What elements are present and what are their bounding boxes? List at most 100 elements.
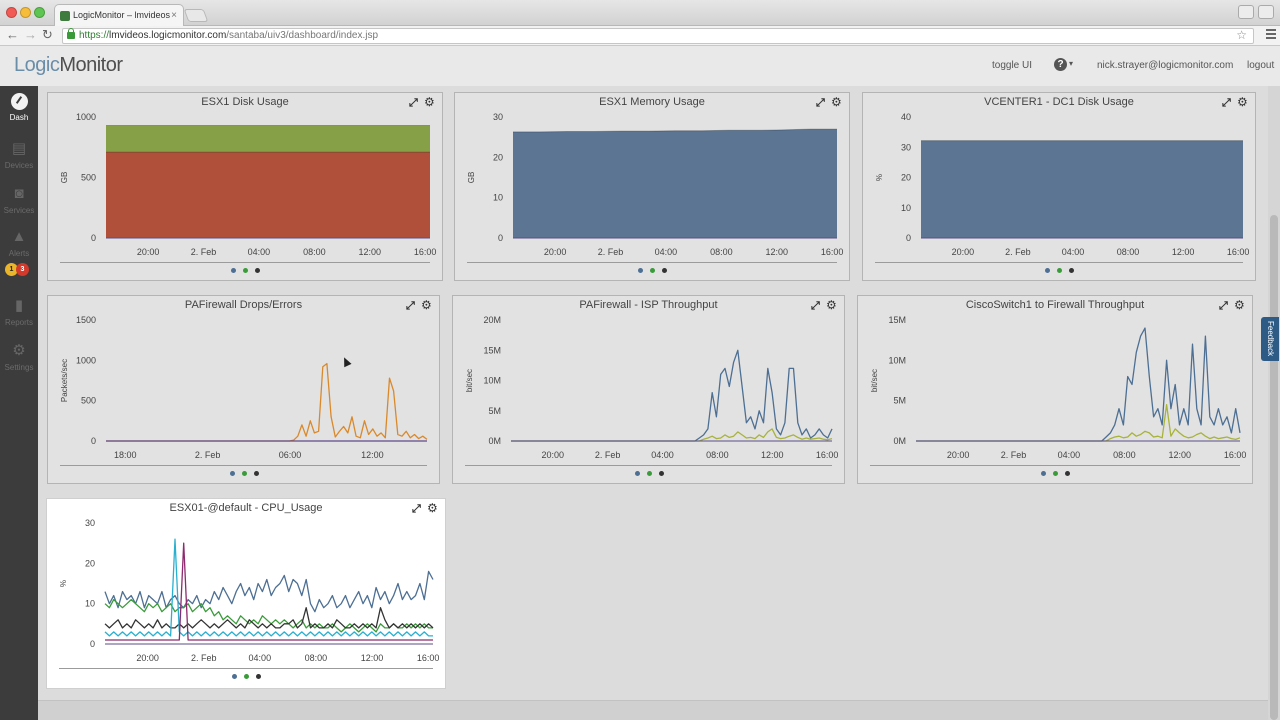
expand-icon[interactable]: ⤢ [1219, 300, 1228, 312]
legend-dot[interactable] [658, 471, 664, 476]
scrollbar-thumb[interactable] [1270, 215, 1278, 720]
settings-icon: ⚙ [12, 342, 26, 359]
gear-icon[interactable]: ⚙ [1237, 95, 1248, 109]
sidebar-item-dash[interactable]: Dash [0, 93, 38, 122]
help-icon[interactable]: ? [1054, 58, 1067, 71]
legend-dot[interactable] [241, 471, 247, 476]
legend-dot[interactable] [1069, 268, 1074, 273]
expand-icon[interactable]: ⤢ [409, 97, 418, 109]
expand-icon[interactable]: ⤢ [816, 97, 825, 109]
browser-tab[interactable]: LogicMonitor – lmvideos × [54, 4, 184, 26]
x-tick-label: 12:00 [358, 247, 381, 257]
x-tick-label: 2. Feb [191, 653, 217, 663]
feedback-tab[interactable]: Feedback [1261, 317, 1279, 361]
legend-dot[interactable] [253, 471, 259, 476]
legend-dot[interactable] [231, 268, 236, 273]
y-tick-label: 0 [91, 233, 96, 243]
widget-pafirewall-isp-throughput[interactable]: PAFirewall - ISP Throughput ⤢ ⚙ bit/sec 20M 1… [452, 295, 845, 484]
x-tick-label: 2. Feb [1001, 450, 1027, 460]
legend-dot[interactable] [232, 674, 237, 679]
fullscreen-icon[interactable] [1258, 5, 1274, 19]
x-tick-label: 16:00 [1224, 450, 1247, 460]
close-tab-icon[interactable]: × [171, 10, 177, 21]
gear-icon[interactable]: ⚙ [427, 501, 438, 515]
bookmark-star-icon[interactable]: ☆ [1236, 28, 1247, 42]
sidebar-item-devices[interactable]: ▤ Devices [0, 140, 38, 170]
widget-esx1-disk-usage[interactable]: ESX1 Disk Usage ⤢ ⚙ GB 1000 500 0 20:00 2. Feb 04… [47, 92, 443, 281]
gear-icon[interactable]: ⚙ [421, 298, 432, 312]
alert-badges[interactable]: 1 3 [5, 263, 31, 277]
sidebar-item-settings[interactable]: ⚙ Settings [0, 342, 38, 372]
chart-plot: % 40 30 20 10 0 20:00 2. Feb 04:00 08:00 12:00 16:0… [875, 112, 1249, 257]
widget-ciscoswitch-throughput[interactable]: CiscoSwitch1 to Firewall Throughput ⤢ ⚙ bit… [857, 295, 1253, 484]
logout-link[interactable]: logout [1247, 60, 1275, 71]
gear-icon[interactable]: ⚙ [424, 95, 435, 109]
sidebar-item-label: Services [3, 206, 35, 215]
gear-icon[interactable]: ⚙ [831, 95, 842, 109]
legend-dot[interactable] [256, 674, 261, 679]
reports-icon: ▮ [14, 297, 24, 314]
warning-count-badge: 1 [5, 263, 18, 276]
help-dropdown-icon[interactable]: ▾ [1069, 59, 1074, 68]
legend-dot[interactable] [634, 471, 640, 476]
logicmonitor-logo[interactable]: LogicMonitor [14, 54, 123, 76]
browser-tabbar: LogicMonitor – lmvideos × [0, 0, 1280, 26]
widget-pafirewall-drops[interactable]: PAFirewall Drops/Errors ⤢ ⚙ Packets/sec 1500… [47, 295, 440, 484]
toggle-ui-link[interactable]: toggle UI [992, 60, 1033, 71]
x-tick-label: 16:00 [821, 247, 844, 257]
legend-dot[interactable] [1065, 471, 1070, 476]
legend-dot[interactable] [1057, 268, 1062, 273]
legend-dot[interactable] [229, 471, 235, 476]
sidebar-item-alerts[interactable]: ▲ Alerts [0, 228, 38, 258]
sidebar-item-services[interactable]: ◙ Services [0, 185, 38, 215]
legend-dot[interactable] [243, 268, 248, 273]
legend-dot[interactable] [255, 268, 260, 273]
legend-dot[interactable] [1053, 471, 1058, 476]
y-axis-label: bit/sec [870, 369, 879, 392]
reload-button[interactable]: ↻ [42, 27, 53, 42]
minimize-window-button[interactable] [20, 7, 31, 18]
user-email[interactable]: nick.strayer@logicmonitor.com [1097, 60, 1234, 71]
new-tab-button[interactable] [183, 9, 209, 22]
y-axis-label: bit/sec [465, 369, 474, 392]
browser-menu-icon[interactable] [1266, 29, 1276, 41]
y-tick-label: 20 [901, 173, 911, 183]
address-bar[interactable]: https://lmvideos.logicmonitor.com/santab… [62, 28, 1254, 44]
x-tick-label: 12:00 [361, 653, 384, 663]
close-window-button[interactable] [6, 7, 17, 18]
x-tick-label: 2. Feb [195, 450, 221, 460]
x-tick-label: 12:00 [1172, 247, 1195, 257]
zoom-window-button[interactable] [34, 7, 45, 18]
x-tick-label: 08:00 [710, 247, 733, 257]
y-tick-label: 1500 [76, 315, 96, 325]
legend-dot[interactable] [650, 268, 655, 273]
widget-vcenter1-disk-usage[interactable]: VCENTER1 - DC1 Disk Usage ⤢ ⚙% 40 30 20 10 0 20:… [862, 92, 1256, 281]
x-tick-label: 04:00 [1058, 450, 1081, 460]
x-tick-label: 20:00 [137, 247, 160, 257]
widget-esx01-cpu-usage[interactable]: ESX01-@default - CPU_Usage ⤢ ⚙% 30 20 10 0 20:0… [46, 498, 446, 689]
gear-icon[interactable]: ⚙ [1234, 298, 1245, 312]
widget-esx1-memory-usage[interactable]: ESX1 Memory Usage ⤢ ⚙ GB 30 20 10 0 20:00 2. Feb 0… [454, 92, 850, 281]
sidebar: Dash ▤ Devices ◙ Services ▲ Alerts 1 3 ▮… [0, 86, 38, 720]
legend-dot[interactable] [1045, 268, 1050, 273]
expand-icon[interactable]: ⤢ [412, 503, 421, 515]
legend-dot[interactable] [638, 268, 643, 273]
gear-icon[interactable]: ⚙ [826, 298, 837, 312]
legend-dot[interactable] [662, 268, 667, 273]
forward-button[interactable]: → [24, 27, 37, 42]
expand-icon[interactable]: ⤢ [811, 300, 820, 312]
sidebar-item-label: Settings [4, 363, 34, 372]
alerts-icon: ▲ [11, 228, 27, 245]
expand-icon[interactable]: ⤢ [406, 300, 415, 312]
sidebar-item-reports[interactable]: ▮ Reports [0, 297, 38, 327]
legend-dot[interactable] [1041, 471, 1046, 476]
y-tick-label: 15M [888, 315, 906, 325]
profile-icon[interactable] [1238, 5, 1254, 19]
back-button[interactable]: ← [6, 27, 19, 42]
legend-dot[interactable] [646, 471, 652, 476]
expand-icon[interactable]: ⤢ [1222, 97, 1231, 109]
x-tick-label: 16:00 [417, 653, 440, 663]
legend-dot[interactable] [244, 674, 249, 679]
series-line-0 [916, 327, 1241, 442]
y-tick-label: 1000 [76, 355, 96, 365]
